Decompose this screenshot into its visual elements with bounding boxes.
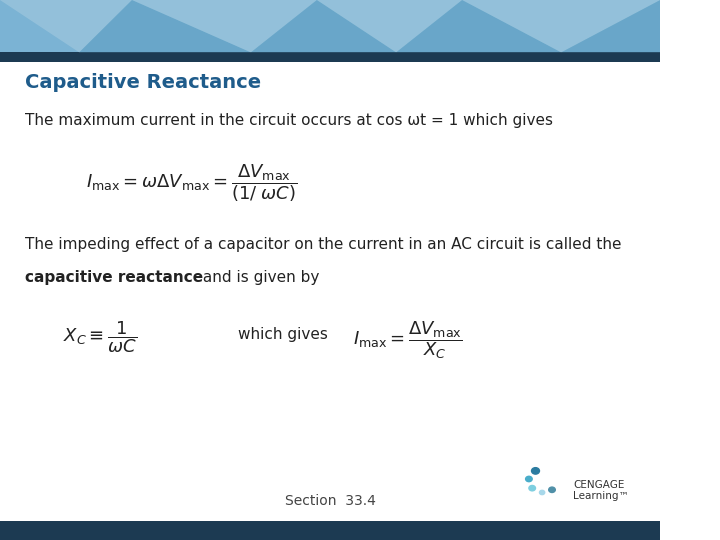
Polygon shape bbox=[79, 0, 251, 52]
Polygon shape bbox=[317, 0, 462, 52]
Text: Section  33.4: Section 33.4 bbox=[284, 494, 376, 508]
Circle shape bbox=[549, 487, 555, 492]
Text: and is given by: and is given by bbox=[198, 270, 320, 285]
Circle shape bbox=[529, 485, 536, 491]
Text: $X_C \equiv \dfrac{1}{\omega C}$: $X_C \equiv \dfrac{1}{\omega C}$ bbox=[63, 320, 137, 355]
Text: $I_{\max} = \omega\Delta V_{\max} = \dfrac{\Delta V_{\max}}{(1/\; \omega C)}$: $I_{\max} = \omega\Delta V_{\max} = \dfr… bbox=[86, 162, 297, 204]
Polygon shape bbox=[0, 0, 132, 52]
Text: Capacitive Reactance: Capacitive Reactance bbox=[25, 73, 261, 92]
Circle shape bbox=[526, 476, 532, 482]
Text: The impeding effect of a capacitor on the current in an AC circuit is called the: The impeding effect of a capacitor on th… bbox=[25, 237, 621, 252]
Text: which gives: which gives bbox=[238, 327, 328, 342]
Text: CENGAGE
Learning™: CENGAGE Learning™ bbox=[573, 480, 629, 501]
FancyBboxPatch shape bbox=[0, 52, 660, 62]
Polygon shape bbox=[132, 0, 317, 52]
Polygon shape bbox=[251, 0, 396, 52]
Polygon shape bbox=[562, 0, 660, 52]
Polygon shape bbox=[396, 0, 562, 52]
Text: $I_{\max} = \dfrac{\Delta V_{\max}}{X_C}$: $I_{\max} = \dfrac{\Delta V_{\max}}{X_C}… bbox=[354, 320, 463, 361]
Circle shape bbox=[539, 490, 545, 495]
Text: capacitive reactance: capacitive reactance bbox=[25, 270, 203, 285]
Polygon shape bbox=[462, 0, 660, 52]
Circle shape bbox=[531, 468, 539, 474]
FancyBboxPatch shape bbox=[0, 0, 660, 62]
Text: The maximum current in the circuit occurs at cos ωt = 1 which gives: The maximum current in the circuit occur… bbox=[25, 113, 553, 129]
FancyBboxPatch shape bbox=[0, 521, 660, 540]
